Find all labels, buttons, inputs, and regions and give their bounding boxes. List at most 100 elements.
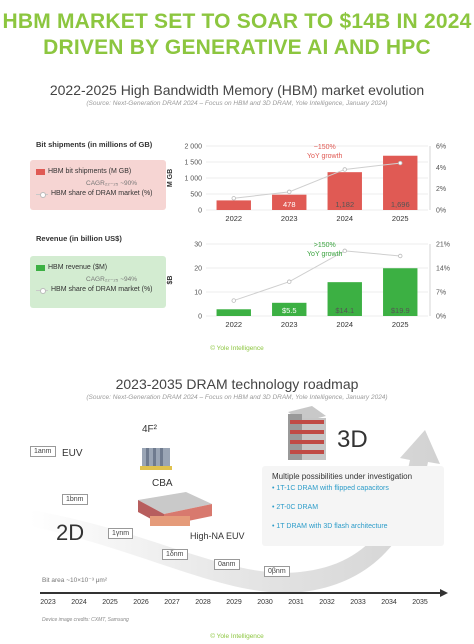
revenue-y-tick: 10: [194, 290, 202, 297]
shipments-bar-value-label: 1,182: [335, 200, 354, 209]
revenue-bar-value-label: $14.1: [335, 306, 354, 315]
roadmap-section-title: 2023-2035 DRAM technology roadmap: [115, 376, 359, 392]
shipments-bar-swatch: [36, 168, 45, 175]
shipments-share-point: [398, 160, 403, 166]
timeline-arrowhead: [440, 589, 448, 597]
shipments-x-tick: 2023: [281, 214, 298, 223]
revenue-bar-value-label: $5.5: [282, 306, 297, 315]
shipments-share-point: [342, 167, 347, 172]
shipments-y2-tick: 4%: [436, 165, 446, 172]
timeline-year: 2026: [133, 599, 149, 606]
timeline-year: 2034: [381, 599, 397, 606]
possibilities-title: Multiple possibilities under investigati…: [272, 472, 413, 481]
revenue-bar-legend-label: HBM revenue ($M): [48, 264, 108, 271]
shipments-x-tick: 2025: [392, 214, 409, 223]
roadmap-graphic: [30, 406, 448, 597]
timeline-year: 2030: [257, 599, 273, 606]
revenue-annotation: >150%: [314, 242, 336, 249]
revenue-share-point: [287, 279, 292, 284]
label-3d: 3D: [337, 426, 368, 453]
bit-area-label: Bit area ~10×10⁻³ μm²: [42, 577, 107, 584]
revenue-x-tick: 2022: [225, 320, 242, 329]
node-1delta: 1δnm: [162, 549, 188, 560]
shipments-chart: 0 500 1 000 1 500 2 000 0% 2% 4% 6% M GB 2022 478 20…: [167, 144, 446, 224]
roadmap-credit: © Yole Intelligence: [210, 633, 264, 640]
device-3d-graphic: [288, 406, 326, 460]
shipments-annotation: YoY growth: [307, 153, 343, 160]
revenue-share-swatch: [36, 287, 48, 294]
shipments-y-tick: 1 500: [184, 160, 202, 167]
revenue-share-point: [342, 248, 347, 254]
revenue-x-tick: 2024: [336, 320, 353, 329]
revenue-chart: 0 10 20 30 0% 7% 14% 21% $B 2022 $5.5 2023 $14.1 2024…: [167, 242, 450, 330]
revenue-y-tick: 20: [194, 266, 202, 273]
timeline-years: 2023 2024 2025 2026 2027 2028 2029 2030 2031 2032…: [0, 599, 474, 611]
timeline-year: 2031: [288, 599, 304, 606]
shipments-bar: [216, 200, 251, 210]
revenue-y2-tick: 21%: [436, 242, 450, 249]
device-4f2-graphic: [140, 448, 172, 470]
possibility-item: • 2T-0C DRAM: [272, 504, 319, 511]
revenue-x-tick: 2023: [281, 320, 298, 329]
shipments-share-swatch: [36, 191, 48, 198]
shipments-bar: [327, 172, 362, 210]
shipments-y2-tick: 2%: [436, 186, 446, 193]
shipments-y-tick: 1 000: [184, 176, 202, 183]
shipments-bar-value-label: 478: [283, 200, 296, 209]
shipments-panel-label: Bit shipments (in millions of GB): [36, 140, 153, 149]
node-0b: 0βnm: [264, 566, 290, 577]
revenue-y2-tick: 7%: [436, 290, 446, 297]
revenue-y-tick: 30: [194, 242, 202, 249]
roadmap-trend-arrow: [30, 430, 440, 593]
shipments-legend: HBM bit shipments (M GB) CAGR₂₂₋₂₅ ~90% …: [30, 160, 166, 210]
revenue-cagr: CAGR₂₂₋₂₅ ~94%: [86, 275, 138, 283]
revenue-bar: [327, 282, 362, 316]
timeline-year: 2032: [319, 599, 335, 606]
possibility-item: • 1T-1C DRAM with flipped capacitors: [272, 485, 389, 492]
label-4f2: 4F²: [142, 424, 157, 435]
revenue-legend: HBM revenue ($M) CAGR₂₂₋₂₅ ~94% HBM shar…: [30, 256, 166, 308]
shipments-y-label: M GB: [167, 169, 174, 187]
timeline-year: 2033: [350, 599, 366, 606]
revenue-panel-label: Revenue (in billion US$): [36, 234, 122, 243]
shipments-share-point: [231, 196, 236, 201]
timeline-year: 2024: [71, 599, 87, 606]
shipments-share-line: [233, 162, 401, 199]
headline-line-2: DRIVEN BY GENERATIVE AI AND HPC: [43, 36, 431, 59]
timeline-year: 2023: [40, 599, 56, 606]
roadmap-section-source: (Source: Next-Generation DRAM 2024 – Foc…: [86, 394, 388, 401]
revenue-y-tick: 0: [198, 314, 202, 321]
timeline-year: 2025: [102, 599, 118, 606]
revenue-share-point: [398, 253, 403, 259]
node-1b: 1bnm: [62, 494, 88, 505]
node-0a: 0anm: [214, 559, 240, 570]
label-euv: EUV: [62, 448, 83, 459]
node-1gamma: 1γnm: [108, 528, 134, 539]
node-1a: 1anm: [30, 446, 56, 457]
label-high-na-euv: High-NA EUV: [190, 531, 245, 541]
revenue-share-point: [231, 298, 236, 303]
revenue-share-legend-label: HBM share of DRAM market (%): [51, 286, 153, 293]
possibilities-panel: Multiple possibilities under investigati…: [262, 466, 444, 546]
label-2d: 2D: [56, 520, 85, 545]
timeline-year: 2035: [412, 599, 428, 606]
revenue-bar-value-label: $19.9: [391, 306, 410, 315]
revenue-share-line: [233, 250, 401, 302]
shipments-y2-tick: 0%: [436, 208, 446, 215]
shipments-bar-value-label: 1,696: [391, 200, 410, 209]
revenue-y2-tick: 0%: [436, 314, 446, 321]
shipments-bar-legend-label: HBM bit shipments (M GB): [48, 168, 132, 175]
revenue-y2-tick: 14%: [436, 266, 450, 273]
revenue-y-label: $B: [167, 276, 174, 285]
timeline-year: 2027: [164, 599, 180, 606]
device-cba-graphic: [138, 492, 212, 526]
shipments-y-tick: 500: [190, 192, 202, 199]
shipments-x-tick: 2024: [336, 214, 353, 223]
shipments-share-point: [287, 189, 292, 195]
revenue-bar: [272, 302, 307, 316]
headline-line-1: HBM MARKET SET TO SOAR TO $14B IN 2024: [2, 10, 472, 33]
market-credit: © Yole Intelligence: [210, 345, 264, 352]
market-section-title: 2022-2025 High Bandwidth Memory (HBM) ma…: [49, 82, 425, 98]
shipments-y-tick: 0: [198, 208, 202, 215]
shipments-share-legend-label: HBM share of DRAM market (%): [51, 190, 153, 197]
